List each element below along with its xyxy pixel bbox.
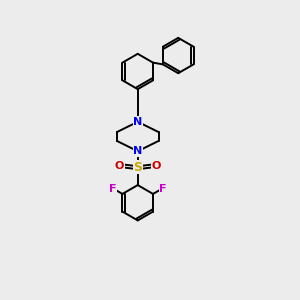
- Text: O: O: [115, 161, 124, 171]
- Text: F: F: [159, 184, 167, 194]
- Text: F: F: [109, 184, 116, 194]
- Text: O: O: [152, 161, 161, 171]
- Text: S: S: [133, 161, 142, 174]
- Text: N: N: [133, 146, 142, 156]
- Text: N: N: [133, 117, 142, 127]
